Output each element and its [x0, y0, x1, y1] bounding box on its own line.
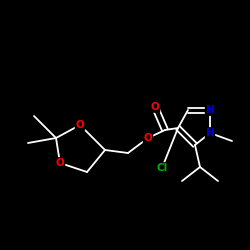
Text: N: N [206, 128, 214, 138]
Text: Cl: Cl [156, 163, 168, 173]
Text: O: O [144, 133, 152, 143]
Text: N: N [206, 105, 214, 115]
Text: O: O [56, 158, 64, 168]
Text: O: O [76, 120, 84, 130]
Text: O: O [150, 102, 160, 112]
